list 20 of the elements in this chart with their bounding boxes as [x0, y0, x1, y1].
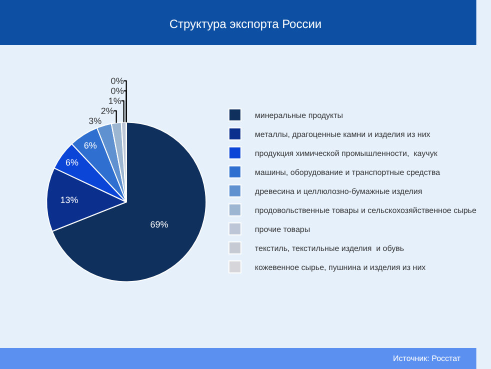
legend-label: минеральные продукты	[254, 111, 344, 120]
legend-label: продукция химической промышленности, каучук	[254, 149, 438, 158]
legend-label: прочие товары	[254, 225, 310, 234]
legend-label: продовольственные товары и сельскохозяйственное сырье	[254, 206, 477, 216]
data-label: 6%	[65, 158, 78, 168]
legend-label: металлы, драгоценные камни и изделия из них	[254, 130, 430, 140]
chart-title: Структура экспорта России	[169, 17, 322, 32]
legend-label: древесина и целлюлозно-бумажные изделия	[254, 187, 422, 196]
data-label: 6%	[84, 140, 97, 150]
data-label: 1%	[108, 96, 122, 106]
text: 0%	[110, 76, 124, 86]
legend-label: кожевенное сырье, пушнина и изделия из них	[254, 263, 426, 272]
text: Источник: Росстат	[393, 354, 461, 363]
legend-label: текстиль, текстильные изделия и обувь	[254, 244, 404, 254]
data-label: 3%	[88, 116, 102, 126]
text: 0%	[110, 86, 124, 96]
data-label: 13%	[60, 195, 78, 206]
legend-label: машины, оборудование и транспортные средства	[254, 168, 441, 178]
data-label: 2%	[100, 106, 114, 116]
data-label: 69%	[150, 219, 168, 230]
